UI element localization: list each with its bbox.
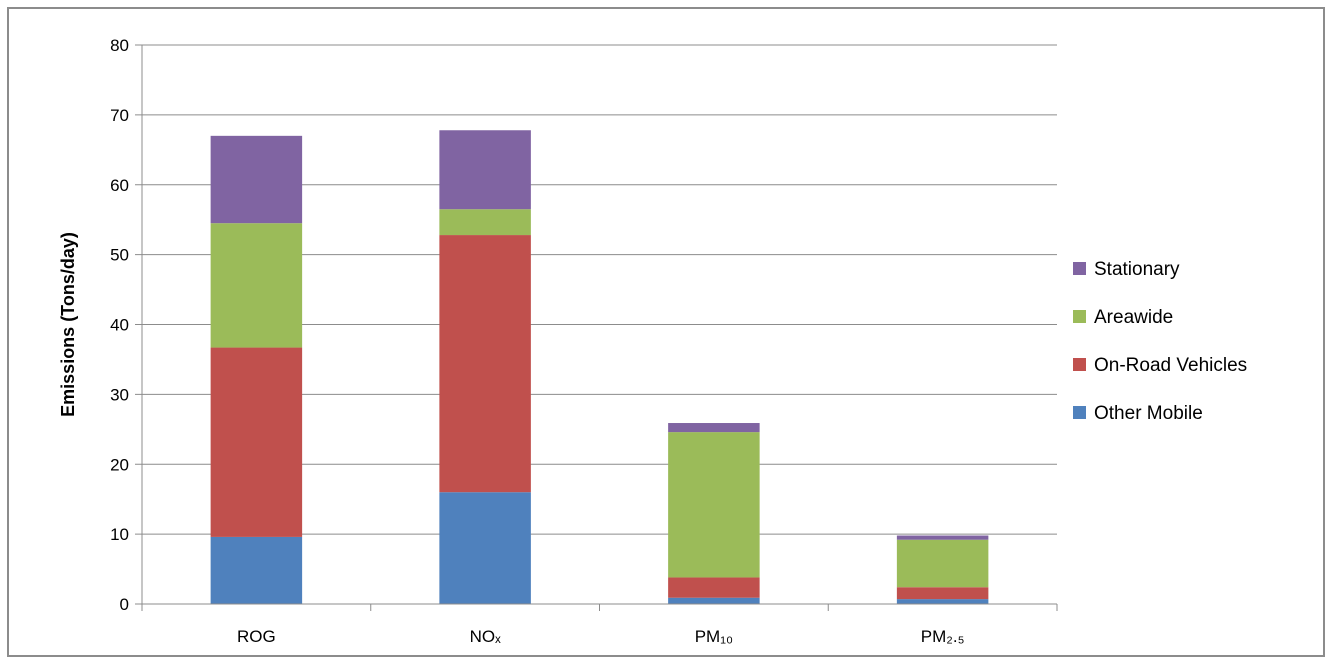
x-tick-label: ROG bbox=[237, 627, 276, 646]
y-tick-label: 10 bbox=[110, 525, 129, 544]
x-tick-label: PM₁₀ bbox=[695, 627, 733, 646]
y-tick-label: 80 bbox=[110, 36, 129, 55]
bar-other-mobile-4 bbox=[896, 599, 989, 604]
y-tick-label: 40 bbox=[110, 316, 129, 335]
bar-other-mobile-1 bbox=[210, 536, 303, 604]
stacked-bar-chart: 0 10 20 30 40 50 60 70 80 ROG NOₓ PM₁₀ PM₂.₅ Emissi… bbox=[58, 36, 1247, 646]
legend-swatch-areawide bbox=[1073, 310, 1086, 323]
x-tick-label: PM₂.₅ bbox=[921, 627, 965, 646]
bar-areawide-4 bbox=[896, 539, 989, 588]
bar-stationary-3 bbox=[668, 423, 760, 433]
x-tick-label: NOₓ bbox=[470, 627, 502, 646]
bar-on-road-vehicles-1 bbox=[210, 347, 303, 537]
axes bbox=[141, 45, 1058, 611]
bar-areawide-2 bbox=[439, 209, 531, 236]
legend-label-on-road-vehicles: On-Road Vehicles bbox=[1094, 355, 1247, 376]
bar-other-mobile-3 bbox=[668, 597, 760, 604]
legend-label-other-mobile: Other Mobile bbox=[1094, 403, 1203, 424]
y-tick-label: 20 bbox=[110, 455, 129, 474]
chart-frame: 0 10 20 30 40 50 60 70 80 ROG NOₓ PM₁₀ PM₂.₅ Emissi… bbox=[7, 7, 1325, 657]
bar-areawide-1 bbox=[210, 223, 303, 348]
legend-swatch-stationary bbox=[1073, 262, 1086, 275]
y-tick-label: 30 bbox=[110, 385, 129, 404]
bar-stationary-1 bbox=[210, 135, 303, 224]
y-tick-label: 0 bbox=[120, 595, 129, 614]
legend: Stationary Areawide On-Road Vehicles Other … bbox=[1073, 259, 1247, 424]
bar-on-road-vehicles-2 bbox=[439, 235, 531, 493]
bars bbox=[210, 130, 989, 604]
bar-on-road-vehicles-4 bbox=[896, 587, 989, 600]
bar-stationary-4 bbox=[896, 535, 989, 540]
y-tick-labels: 0 10 20 30 40 50 60 70 80 bbox=[110, 36, 129, 614]
legend-label-stationary: Stationary bbox=[1094, 259, 1180, 280]
bar-areawide-3 bbox=[668, 432, 760, 578]
y-tick-label: 70 bbox=[110, 106, 129, 125]
y-tick-label: 60 bbox=[110, 176, 129, 195]
legend-swatch-other-mobile bbox=[1073, 406, 1086, 419]
x-tick-labels: ROG NOₓ PM₁₀ PM₂.₅ bbox=[237, 627, 964, 646]
y-tick-label: 50 bbox=[110, 246, 129, 265]
bar-other-mobile-2 bbox=[439, 492, 531, 604]
bar-stationary-2 bbox=[439, 130, 531, 210]
legend-swatch-on-road-vehicles bbox=[1073, 358, 1086, 371]
bar-on-road-vehicles-3 bbox=[668, 577, 760, 598]
y-axis-label: Emissions (Tons/day) bbox=[58, 232, 78, 417]
legend-label-areawide: Areawide bbox=[1094, 307, 1173, 328]
